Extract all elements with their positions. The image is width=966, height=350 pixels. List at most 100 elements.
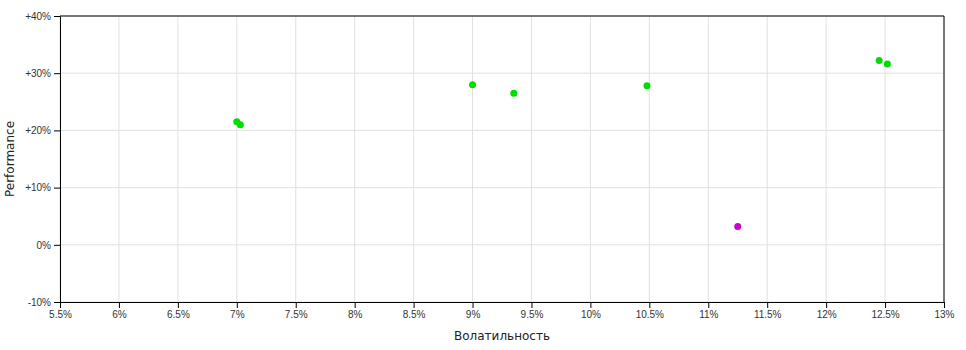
y-tick: 0% <box>37 240 60 251</box>
x-tick: 11.5% <box>754 302 782 320</box>
x-tick: 7.5% <box>285 302 308 320</box>
y-tick-mark <box>54 302 60 303</box>
x-tick-mark <box>414 302 415 308</box>
x-tick: 8% <box>348 302 363 320</box>
x-tick-mark <box>355 302 356 308</box>
x-tick: 10.5% <box>636 302 664 320</box>
x-tick: 12% <box>817 302 837 320</box>
y-tick-label: +10% <box>25 182 51 193</box>
x-tick-mark <box>649 302 650 308</box>
x-grid-line <box>236 16 237 302</box>
y-axis-line <box>54 17 61 303</box>
x-grid-line <box>885 16 886 302</box>
x-axis-title: Волатильность <box>454 329 550 343</box>
x-tick: 9% <box>466 302 481 320</box>
x-tick-mark <box>767 302 768 308</box>
x-grid-line <box>826 16 827 302</box>
x-tick-mark <box>237 302 238 308</box>
y-tick-label: +30% <box>25 68 51 79</box>
y-tick-label: 0% <box>37 240 52 251</box>
x-tick-label: 8% <box>348 309 363 320</box>
y-tick-label: -10% <box>28 297 51 308</box>
series <box>233 57 891 128</box>
x-axis: 5.5% 6% 6.5% 7% 7.5% 8% 8.5% 9% 9.5% 10% 10.5% 11% 1… <box>49 302 955 320</box>
x-tick: 8.5% <box>403 302 426 320</box>
x-tick-label: 12% <box>817 309 837 320</box>
x-grid-line <box>708 16 709 302</box>
y-grid-line <box>60 244 944 245</box>
x-tick-mark <box>119 302 120 308</box>
x-tick: 5.5% <box>49 302 72 320</box>
y-tick-mark <box>54 16 60 17</box>
x-tick-mark <box>178 302 179 308</box>
points <box>233 57 891 230</box>
y-grid-line <box>60 73 944 74</box>
x-tick: 9.5% <box>521 302 544 320</box>
x-tick-label: 6.5% <box>167 309 190 320</box>
x-tick-label: 6% <box>112 309 127 320</box>
x-tick: 10% <box>581 302 601 320</box>
x-grid-line <box>354 16 355 302</box>
x-tick-label: 12.5% <box>871 309 899 320</box>
x-tick-label: 10% <box>581 309 601 320</box>
plot-frame <box>944 16 945 302</box>
y-tick-mark <box>54 130 60 131</box>
x-tick: 6.5% <box>167 302 190 320</box>
point <box>884 61 891 68</box>
point <box>469 81 476 88</box>
x-tick-mark <box>473 302 474 308</box>
x-tick-mark <box>826 302 827 308</box>
y-grid-line <box>60 187 944 188</box>
x-tick-label: 10.5% <box>636 309 664 320</box>
y-tick-label: +40% <box>25 11 51 22</box>
x-tick-label: 9.5% <box>521 309 544 320</box>
x-tick-mark <box>885 302 886 308</box>
x-tick-mark <box>296 302 297 308</box>
x-tick-label: 9% <box>466 309 481 320</box>
x-tick-label: 11.5% <box>754 309 782 320</box>
grid <box>60 16 944 302</box>
point <box>643 82 650 89</box>
point <box>876 57 883 64</box>
chart: 5.5% 6% 6.5% 7% 7.5% 8% 8.5% 9% 9.5% 10% 10.5% 11% 1… <box>0 0 966 350</box>
x-tick: 11% <box>699 302 718 320</box>
y-axis: -10%0%+10%+20%+30%+40% <box>25 11 60 308</box>
x-grid-line <box>944 16 945 302</box>
x-tick-label: 5.5% <box>49 309 72 320</box>
y-grid-line <box>60 16 944 17</box>
y-tick: +40% <box>25 11 60 22</box>
x-tick-label: 11% <box>699 309 718 320</box>
y-tick-mark <box>54 245 60 246</box>
point <box>510 90 517 97</box>
x-grid-line <box>590 16 591 302</box>
x-tick-mark <box>944 302 945 308</box>
x-grid-line <box>118 16 119 302</box>
y-tick: +10% <box>25 182 60 193</box>
x-tick-mark <box>531 302 532 308</box>
x-grid-line <box>649 16 650 302</box>
x-tick: 6% <box>112 302 127 320</box>
x-tick: 13% <box>934 302 954 320</box>
x-grid-line <box>472 16 473 302</box>
x-tick-mark <box>590 302 591 308</box>
x-tick-mark <box>708 302 709 308</box>
x-tick-label: 7% <box>230 309 245 320</box>
x-tick-label: 13% <box>934 309 954 320</box>
x-grid-line <box>531 16 532 302</box>
x-grid-line <box>295 16 296 302</box>
series <box>734 223 741 230</box>
x-grid-line <box>413 16 414 302</box>
x-grid-line <box>177 16 178 302</box>
x-tick-label: 8.5% <box>403 309 426 320</box>
point <box>734 223 741 230</box>
y-tick-mark <box>54 73 60 74</box>
x-tick-label: 7.5% <box>285 309 308 320</box>
y-tick: -10% <box>28 297 60 308</box>
y-tick-mark <box>54 188 60 189</box>
x-grid-line <box>767 16 768 302</box>
plot-frame <box>60 16 944 17</box>
y-tick: +30% <box>25 68 60 79</box>
plot: 5.5% 6% 6.5% 7% 7.5% 8% 8.5% 9% 9.5% 10% 10.5% 11% 1… <box>25 11 954 320</box>
x-tick: 7% <box>230 302 245 320</box>
y-axis-title: Performance <box>3 121 17 197</box>
